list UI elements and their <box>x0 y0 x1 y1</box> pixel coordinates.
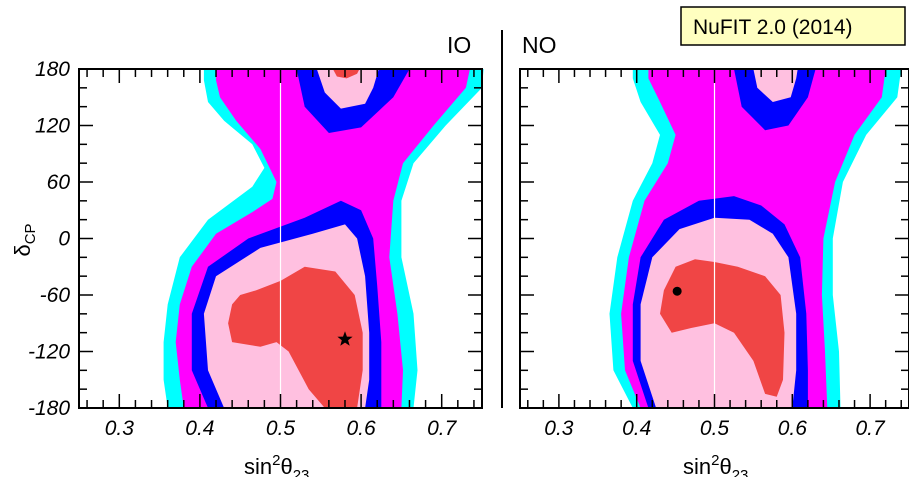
region-pink-top-pink <box>316 69 379 109</box>
y-tick-label: -60 <box>40 284 71 307</box>
nufit-banner: NuFIT 2.0 (2014) <box>680 6 906 46</box>
no-panel: 0.3 0.4 0.5 0.6 0.7 NO sin2θ23 <box>519 32 909 477</box>
x-tick-label: 0.3 <box>105 417 135 440</box>
region-pink-top-pink <box>753 69 798 102</box>
io-y-tick-labels: 180 120 60 0 -60 -120 -180 <box>28 58 70 420</box>
x-tick-label: 0.5 <box>266 417 296 440</box>
io-y-axis-label: δCP <box>10 223 39 256</box>
x-tick-label: 0.4 <box>185 417 214 440</box>
y-tick-label: 60 <box>47 171 71 194</box>
io-x-axis-label: sin2θ23 <box>244 452 309 477</box>
y-tick-label: -120 <box>28 341 70 364</box>
x-tick-label: 0.7 <box>427 417 458 440</box>
nufit-banner-box <box>680 6 906 46</box>
best-fit-dot <box>672 286 682 296</box>
x-tick-label: 0.4 <box>622 417 651 440</box>
x-tick-label: 0.7 <box>855 417 886 440</box>
no-x-axis-label: sin2θ23 <box>683 452 748 477</box>
x-tick-label: 0.6 <box>346 417 376 440</box>
region-red-red <box>228 266 363 408</box>
y-tick-label: 120 <box>35 115 70 138</box>
x-tick-label: 0.3 <box>544 417 574 440</box>
no-tick-marks <box>520 68 909 409</box>
region-red-top-red <box>332 69 360 79</box>
y-tick-label: -180 <box>28 397 70 420</box>
y-tick-label: 0 <box>58 228 70 251</box>
io-tick-marks <box>79 68 482 409</box>
io-panel-tag: IO <box>447 32 471 58</box>
io-x-tick-labels: 0.3 0.4 0.5 0.6 0.7 <box>105 417 458 440</box>
io-best-fit-marker <box>337 331 353 346</box>
x-tick-label: 0.5 <box>700 417 730 440</box>
x-tick-label: 0.6 <box>778 417 808 440</box>
best-fit-star <box>337 331 353 346</box>
no-panel-tag: NO <box>522 32 557 58</box>
y-tick-label: 180 <box>35 58 70 81</box>
no-confidence-regions <box>609 69 902 408</box>
no-x-tick-labels: 0.3 0.4 0.5 0.6 0.7 <box>544 417 886 440</box>
io-confidence-regions <box>163 69 484 408</box>
nufit-banner-text: NuFIT 2.0 (2014) <box>693 16 853 39</box>
no-best-fit-marker <box>672 286 682 296</box>
region-red-red <box>660 259 785 397</box>
